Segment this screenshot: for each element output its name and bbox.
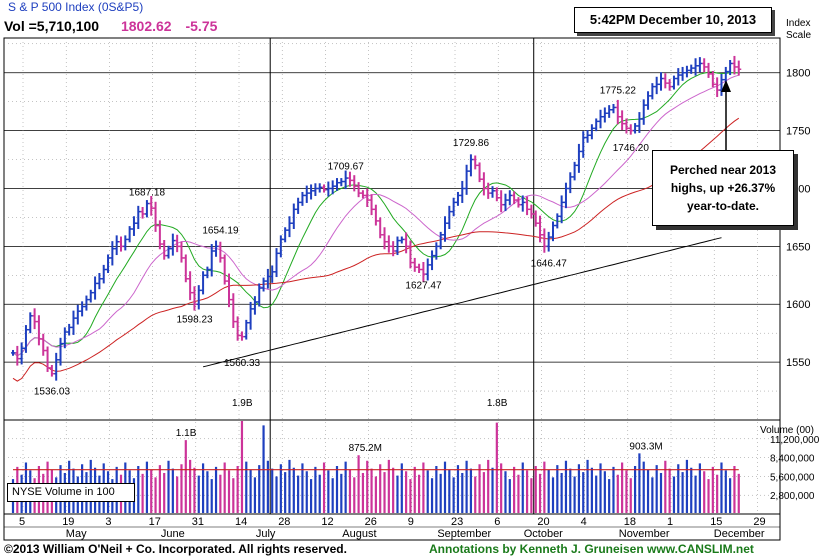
axis-label-index: Index [786, 18, 810, 29]
date-tick-label: 19 [62, 516, 74, 528]
volume-annotation: 875.2M [349, 443, 382, 454]
volume-tick-label: 8,400,000 [770, 454, 815, 465]
date-tick-label: 18 [624, 516, 636, 528]
date-tick-label: 14 [235, 516, 247, 528]
date-tick-label: 17 [149, 516, 161, 528]
date-tick-label: 6 [494, 516, 500, 528]
price-tick-label: 1600 [786, 299, 810, 311]
copyright-text: ©2013 William O'Neil + Co. Incorporated.… [4, 542, 347, 556]
price-tick-label: 1750 [786, 126, 810, 138]
volume-tick-label: 5,600,000 [770, 472, 815, 483]
volume-annotation: 1.9B [232, 398, 253, 409]
axis-label-scale: Scale [786, 30, 811, 41]
volume-tick-label: 2,800,000 [770, 491, 815, 502]
moving-average-200 [202, 237, 722, 368]
price-tick-label: 1800 [786, 68, 810, 80]
month-label: December [714, 528, 765, 540]
date-tick-label: 15 [710, 516, 722, 528]
month-label: June [161, 528, 185, 540]
date-tick-label: 5 [19, 516, 25, 528]
date-tick-label: 28 [278, 516, 290, 528]
month-label: November [619, 528, 670, 540]
moving-average-21 [12, 74, 739, 357]
price-annotation: 1560.33 [224, 358, 261, 369]
date-tick-label: 1 [667, 516, 673, 528]
month-label: August [342, 528, 376, 540]
price-annotation: 1536.03 [34, 386, 71, 397]
annotation-line: year-to-date. [686, 199, 760, 213]
date-tick-label: 3 [105, 516, 111, 528]
price-annotation: 1646.47 [531, 258, 568, 269]
month-label: July [256, 528, 276, 540]
price-annotation: 1654.19 [202, 226, 239, 237]
price-annotation: 1627.47 [405, 280, 442, 291]
price-annotation: 1729.86 [453, 138, 490, 149]
date-tick-label: 23 [451, 516, 463, 528]
volume-annotation: 1.1B [176, 428, 197, 439]
month-label: May [66, 528, 87, 540]
volume-readout: Vol =5,710,100 1802.62 -5.75 [4, 18, 217, 34]
date-tick-label: 29 [753, 516, 765, 528]
volume-axis-label: Volume (00) [760, 425, 814, 436]
volume-legend-box: NYSE Volume in 100 [7, 483, 135, 502]
volume-text: Vol =5,710,100 [4, 18, 100, 34]
price-annotation: 1746.20 [613, 143, 650, 154]
month-label: October [524, 528, 563, 540]
date-tick-label: 12 [321, 516, 333, 528]
annotation-line: highs, up +26.37% [670, 181, 776, 195]
annotations-credit: Annotations by Kenneth J. Gruneisen www.… [429, 542, 754, 556]
annotation-line: Perched near 2013 [669, 163, 777, 177]
chart-title: S & P 500 Index (0S&P5) [8, 0, 144, 14]
price-change: -5.75 [185, 18, 218, 34]
date-tick-label: 26 [365, 516, 377, 528]
moving-average-50 [12, 117, 740, 382]
date-tick-label: 31 [192, 516, 204, 528]
date-tick-label: 9 [408, 516, 414, 528]
price-tick-label: 1550 [786, 357, 810, 369]
price-annotation: 1709.67 [328, 161, 365, 172]
volume-annotation: 903.3M [629, 441, 662, 452]
price-tick-label: 1650 [786, 241, 810, 253]
last-price: 1802.62 [120, 18, 172, 34]
month-label: September [437, 528, 491, 540]
date-tick-label: 4 [581, 516, 587, 528]
volume-tick-label: 11,200,000 [770, 435, 820, 446]
volume-annotation: 1.8B [487, 398, 508, 409]
price-annotation: 1598.23 [176, 314, 213, 325]
annotation-callout: Perched near 2013 highs, up +26.37% year… [652, 150, 794, 226]
price-annotation: 1687.18 [129, 187, 166, 198]
price-annotation: 1775.22 [600, 85, 637, 96]
timestamp-box: 5:42PM December 10, 2013 [574, 7, 772, 33]
callout-arrow-head [721, 80, 731, 92]
date-tick-label: 20 [537, 516, 549, 528]
